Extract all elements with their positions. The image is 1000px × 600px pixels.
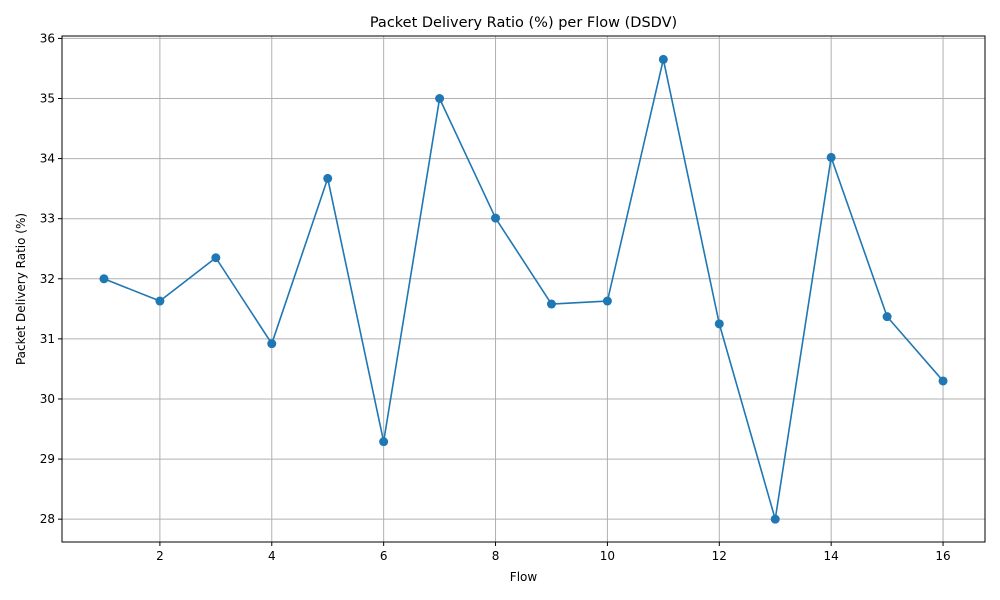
data-point	[882, 312, 892, 322]
series-layer	[99, 54, 948, 524]
tick-layer: 2 4 6 8 10 12 14 16 28 29 30 31 32 33 34 35 36	[40, 31, 951, 563]
y-tick-label: 29	[40, 452, 55, 466]
data-point	[546, 299, 556, 309]
x-tick-label: 12	[712, 549, 727, 563]
x-tick-label: 16	[935, 549, 950, 563]
data-point	[211, 253, 221, 263]
x-tick-label: 8	[492, 549, 500, 563]
y-tick-label: 34	[40, 152, 55, 166]
grid-layer	[62, 36, 985, 542]
x-tick-label: 14	[824, 549, 839, 563]
series-line	[103, 58, 944, 520]
data-point	[602, 296, 612, 306]
x-tick-label: 2	[156, 549, 164, 563]
data-point	[658, 54, 668, 64]
plot-frame	[61, 35, 986, 543]
data-point	[435, 93, 445, 103]
data-point	[770, 514, 780, 524]
x-tick-label: 6	[380, 549, 388, 563]
y-tick-label: 30	[40, 392, 55, 406]
y-tick-label: 32	[40, 272, 55, 286]
y-tick-label: 33	[40, 212, 55, 226]
y-axis-label: Packet Delivery Ratio (%)	[14, 213, 28, 365]
y-tick-label: 35	[40, 91, 55, 105]
data-point	[491, 213, 501, 223]
chart-title: Packet Delivery Ratio (%) per Flow (DSDV…	[370, 15, 677, 31]
data-point	[267, 339, 277, 349]
x-axis-label: Flow	[510, 570, 538, 584]
x-tick-label: 4	[268, 549, 276, 563]
data-point	[323, 173, 333, 183]
y-tick-label: 28	[40, 512, 55, 526]
y-tick-label: 36	[40, 31, 55, 45]
data-point	[714, 319, 724, 329]
data-point	[826, 152, 836, 162]
data-point	[155, 296, 165, 306]
data-point	[938, 376, 948, 386]
x-tick-label: 10	[600, 549, 615, 563]
y-tick-label: 31	[40, 332, 55, 346]
data-point	[379, 437, 389, 447]
data-point	[99, 274, 109, 284]
